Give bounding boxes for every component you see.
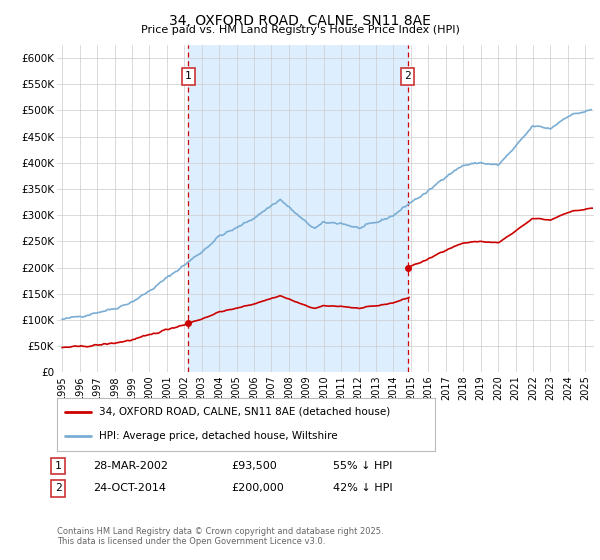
Bar xyxy=(188,45,407,372)
Text: Contains HM Land Registry data © Crown copyright and database right 2025.
This d: Contains HM Land Registry data © Crown c… xyxy=(57,526,383,546)
Text: 2: 2 xyxy=(55,483,62,493)
Text: HPI: Average price, detached house, Wiltshire: HPI: Average price, detached house, Wilt… xyxy=(98,431,337,441)
Text: 34, OXFORD ROAD, CALNE, SN11 8AE (detached house): 34, OXFORD ROAD, CALNE, SN11 8AE (detach… xyxy=(98,407,390,417)
Text: £200,000: £200,000 xyxy=(231,483,284,493)
Text: 55% ↓ HPI: 55% ↓ HPI xyxy=(333,461,392,471)
Text: 28-MAR-2002: 28-MAR-2002 xyxy=(93,461,168,471)
Text: £93,500: £93,500 xyxy=(231,461,277,471)
Text: 42% ↓ HPI: 42% ↓ HPI xyxy=(333,483,392,493)
Text: 1: 1 xyxy=(185,71,191,81)
Text: 24-OCT-2014: 24-OCT-2014 xyxy=(93,483,166,493)
Text: 1: 1 xyxy=(55,461,62,471)
Text: Price paid vs. HM Land Registry's House Price Index (HPI): Price paid vs. HM Land Registry's House … xyxy=(140,25,460,35)
Text: 34, OXFORD ROAD, CALNE, SN11 8AE: 34, OXFORD ROAD, CALNE, SN11 8AE xyxy=(169,14,431,28)
Text: 2: 2 xyxy=(404,71,411,81)
